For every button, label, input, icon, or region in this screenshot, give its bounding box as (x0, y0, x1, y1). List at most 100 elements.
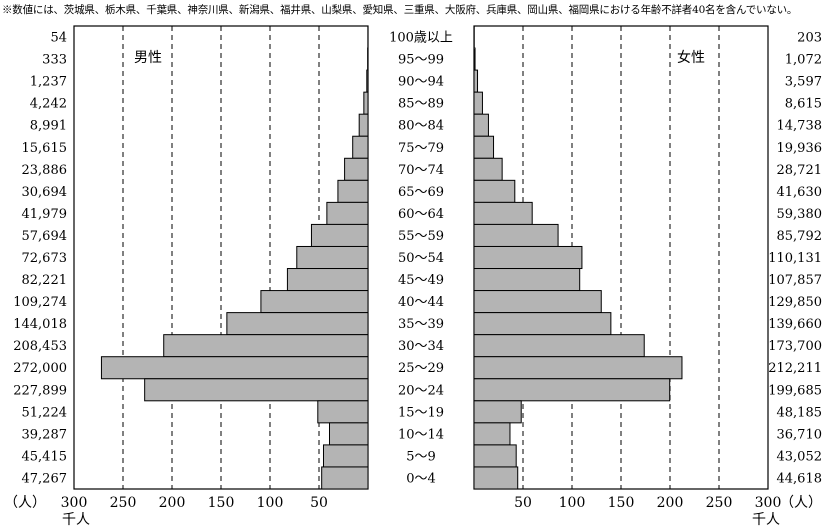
female-value-label: 43,052 (777, 449, 823, 464)
female-series-label: 女性 (677, 49, 705, 66)
female-value-label: 19,936 (777, 141, 823, 156)
female-bar (473, 444, 517, 468)
female-bar (473, 245, 583, 270)
male-bar (328, 422, 369, 446)
male-value-label: 23,886 (22, 163, 68, 178)
male-value-label: 30,694 (22, 185, 68, 200)
age-group-label: 25～29 (398, 361, 444, 376)
male-value-label: 51,224 (22, 405, 68, 420)
age-group-label: 0～4 (406, 471, 436, 486)
male-tick-label: 200 (159, 495, 186, 511)
female-count-unit: （人） (780, 495, 822, 511)
age-group-label: 10～14 (398, 427, 444, 442)
age-group-label: 20～24 (398, 383, 444, 398)
female-bar (473, 157, 503, 181)
age-group-label: 50～54 (398, 251, 444, 266)
male-bar (317, 400, 369, 424)
female-value-label: 139,660 (768, 317, 822, 332)
chart-note: ※数値には、茨城県、栃木県、千葉県、神奈川県、新潟県、福井県、山梨県、愛知県、三… (2, 4, 798, 16)
male-bar (321, 466, 369, 490)
female-tick-label: 300 (755, 495, 782, 511)
male-bar (100, 356, 369, 380)
age-group-label: 80～84 (398, 119, 444, 134)
male-bar (286, 268, 369, 292)
male-tick-label: 50 (310, 495, 328, 511)
female-value-label: 173,700 (768, 339, 822, 354)
female-value-label: 36,710 (777, 427, 823, 442)
female-value-label: 8,615 (785, 97, 822, 112)
male-bar (326, 201, 369, 225)
age-group-label: 30～34 (398, 339, 444, 354)
male-bar (310, 223, 369, 247)
male-tick-label: 100 (257, 495, 284, 511)
male-value-label: 4,242 (30, 97, 67, 112)
female-tick-label: 250 (706, 495, 733, 511)
male-value-label: 109,274 (13, 295, 67, 310)
male-value-label: 144,018 (13, 317, 67, 332)
female-value-label: 3,597 (785, 75, 822, 90)
female-value-label: 110,131 (768, 251, 822, 266)
female-value-label: 44,618 (777, 471, 823, 486)
age-group-label: 75～79 (398, 141, 444, 156)
male-value-label: 72,673 (22, 251, 68, 266)
female-tick-label: 150 (608, 495, 635, 511)
female-axis-unit: 千人 (752, 512, 780, 528)
female-value-label: 14,738 (777, 119, 823, 134)
age-group-label: 45～49 (398, 273, 444, 288)
male-value-label: 15,615 (22, 141, 68, 156)
female-bar (473, 91, 483, 115)
male-value-label: 208,453 (13, 339, 67, 354)
female-bar (473, 223, 559, 247)
female-tick-label: 50 (514, 495, 532, 511)
female-bar (473, 466, 519, 490)
male-bar (344, 157, 369, 181)
female-bar (473, 69, 479, 93)
female-value-label: 41,630 (777, 185, 823, 200)
male-count-unit: （人） (4, 495, 46, 511)
age-group-label: 35～39 (398, 317, 444, 332)
male-value-label: 1,237 (30, 75, 67, 90)
female-value-label: 212,211 (768, 361, 822, 376)
male-value-label: 41,979 (22, 207, 68, 222)
female-bar (473, 201, 533, 225)
female-bar (473, 113, 489, 137)
female-bar (473, 268, 581, 292)
male-value-label: 333 (42, 53, 67, 68)
age-group-label: 95～99 (398, 53, 444, 68)
male-bar (163, 334, 369, 358)
male-value-label: 227,899 (13, 383, 67, 398)
female-value-label: 1,072 (785, 53, 822, 68)
female-bar (473, 334, 645, 358)
age-group-label: 90～94 (398, 75, 444, 90)
male-tick-label: 250 (110, 495, 137, 511)
age-group-label: 100歳以上 (389, 31, 453, 46)
female-tick-label: 100 (559, 495, 586, 511)
male-value-label: 54 (50, 31, 67, 46)
female-bar (473, 356, 683, 380)
female-bar (473, 290, 602, 314)
female-bar (473, 400, 522, 424)
age-group-label: 85～89 (398, 97, 444, 112)
male-value-label: 82,221 (22, 273, 68, 288)
age-group-label: 60～64 (398, 207, 444, 222)
male-bar (366, 69, 369, 93)
age-group-label: 55～59 (398, 229, 444, 244)
male-tick-label: 300 (61, 495, 88, 511)
male-bar (337, 179, 369, 203)
age-group-label: 15～19 (398, 405, 444, 420)
female-bar (473, 312, 612, 336)
male-bar (144, 378, 369, 402)
female-value-label: 203 (797, 31, 822, 46)
female-tick-label: 200 (657, 495, 684, 511)
male-tick-label: 150 (208, 495, 235, 511)
female-value-label: 59,380 (777, 207, 823, 222)
female-bar (473, 179, 516, 203)
age-group-label: 5～9 (406, 449, 436, 464)
male-bar (358, 113, 369, 137)
female-bar (473, 422, 511, 446)
female-bar (473, 378, 671, 402)
female-value-label: 129,850 (768, 295, 822, 310)
female-value-label: 28,721 (777, 163, 823, 178)
female-value-label: 107,857 (768, 273, 822, 288)
